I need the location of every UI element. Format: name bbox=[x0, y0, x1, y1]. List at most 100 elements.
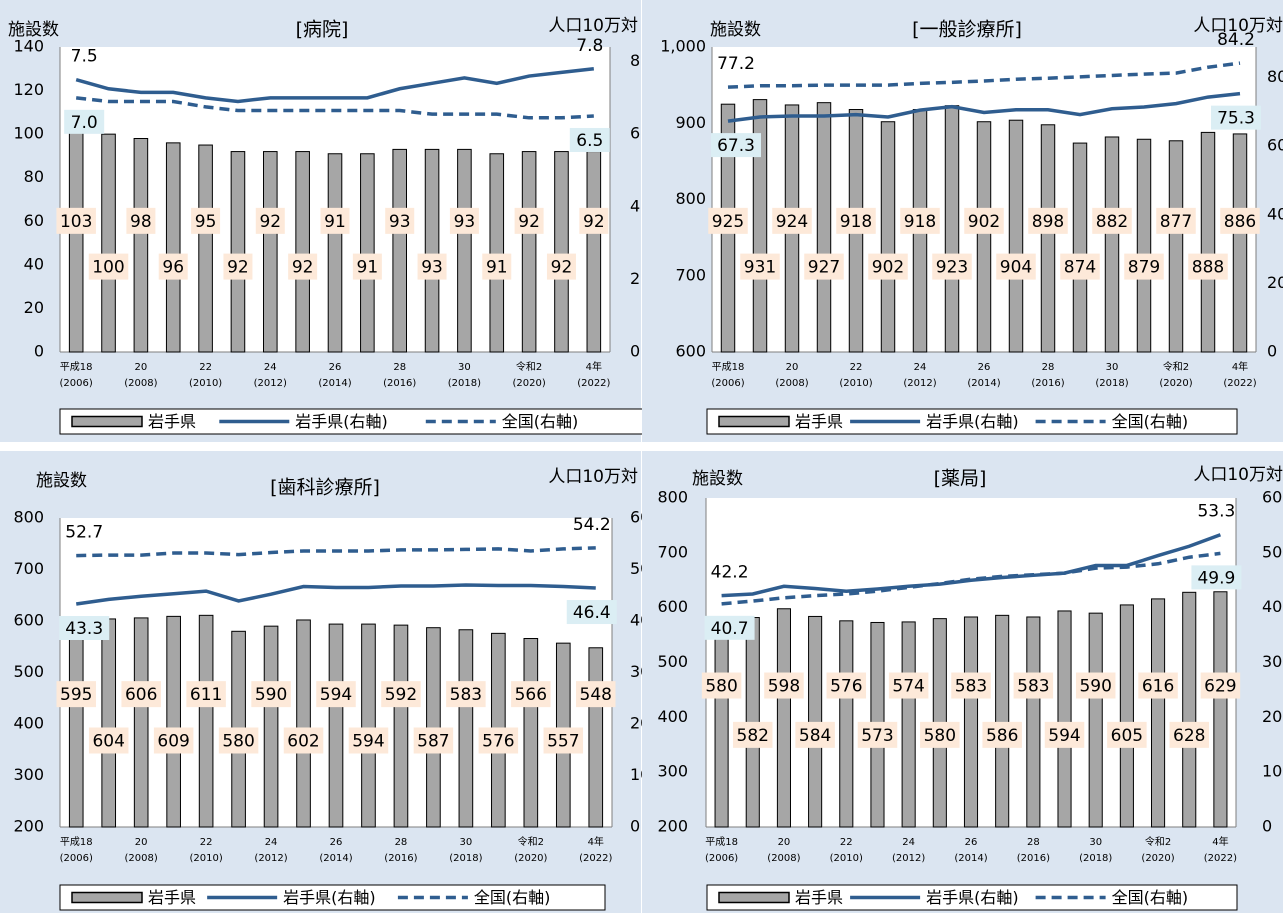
x-tick-label: 平成18 bbox=[705, 836, 738, 848]
x-tick-label: 24 bbox=[265, 837, 278, 848]
x-tick-label: 30 bbox=[460, 837, 473, 848]
left-tick-label: 800 bbox=[675, 189, 706, 208]
x-tick-label: 平成18 bbox=[712, 361, 745, 373]
bar-label-box bbox=[764, 672, 804, 699]
legend-label-bars: 岩手県 bbox=[795, 412, 843, 431]
bar bbox=[263, 625, 279, 828]
bar bbox=[523, 638, 539, 828]
x-tick-label-year: (2016) bbox=[1031, 378, 1064, 389]
bar-value-label: 902 bbox=[968, 212, 1000, 232]
bar bbox=[165, 142, 181, 353]
bar-value-label: 616 bbox=[1142, 677, 1174, 697]
bar-value-label: 100 bbox=[92, 258, 124, 278]
bar-value-label: 92 bbox=[583, 212, 605, 232]
bar-value-label: 879 bbox=[1128, 258, 1160, 278]
left-tick-label: 500 bbox=[13, 662, 44, 681]
bar bbox=[521, 151, 537, 353]
bar-value-label: 923 bbox=[936, 258, 968, 278]
x-tick-label-year: (2022) bbox=[579, 853, 612, 864]
x-tick-label-year: (2006) bbox=[60, 378, 93, 389]
bar bbox=[1213, 591, 1228, 828]
bar bbox=[1119, 604, 1134, 828]
x-tick-label: 28 bbox=[393, 362, 406, 373]
bar-value-label: 882 bbox=[1096, 212, 1128, 232]
bar-label-box bbox=[381, 681, 421, 708]
bar-value-label: 92 bbox=[259, 212, 281, 232]
x-tick-label: 令和2 bbox=[516, 360, 542, 373]
line-callout-label: 54.2 bbox=[573, 515, 611, 535]
x-tick-label-year: (2016) bbox=[383, 378, 416, 389]
bar-value-label: 580 bbox=[924, 726, 956, 746]
bar-label-box bbox=[1156, 207, 1196, 234]
line-callout-label: 42.2 bbox=[711, 563, 749, 583]
callout-box bbox=[64, 109, 105, 134]
bar bbox=[101, 133, 116, 353]
line-callout-label: 7.8 bbox=[576, 36, 603, 56]
bar bbox=[230, 151, 246, 353]
x-tick-label: 平成18 bbox=[60, 836, 93, 848]
line-callout-label: 7.0 bbox=[71, 113, 98, 133]
bar-value-label: 605 bbox=[1111, 726, 1143, 746]
bar-value-label: 918 bbox=[840, 212, 872, 232]
x-tick-label: 24 bbox=[902, 837, 915, 848]
bar-value-label: 877 bbox=[1160, 212, 1192, 232]
right-tick-label: 0 bbox=[630, 342, 640, 361]
x-tick-label-year: (2014) bbox=[319, 853, 352, 864]
left-tick-label: 300 bbox=[657, 762, 688, 781]
bar bbox=[1136, 138, 1152, 353]
bar-value-label: 606 bbox=[125, 685, 157, 705]
bar-value-label: 590 bbox=[1079, 677, 1111, 697]
x-tick-label: 28 bbox=[1027, 837, 1040, 848]
bar bbox=[393, 624, 409, 828]
right-tick-label: 0 bbox=[1262, 817, 1272, 836]
left-tick-label: 200 bbox=[657, 817, 688, 836]
bar bbox=[360, 153, 375, 353]
bar bbox=[133, 617, 149, 828]
right-tick-label: 40 bbox=[1262, 597, 1282, 616]
bar-value-label: 580 bbox=[705, 677, 737, 697]
bar bbox=[166, 615, 181, 828]
bar bbox=[296, 619, 311, 828]
bar-label-box bbox=[546, 253, 576, 280]
legend-label-iwate: 岩手県(右軸) bbox=[926, 888, 1019, 907]
bar-value-label: 592 bbox=[385, 685, 417, 705]
left-tick-label: 40 bbox=[24, 254, 44, 273]
x-tick-label-year: (2006) bbox=[705, 853, 738, 864]
bar-label-box bbox=[413, 727, 454, 754]
line-iwate bbox=[75, 67, 595, 104]
bar bbox=[839, 620, 854, 828]
line-callout-label: 43.3 bbox=[65, 619, 103, 639]
bar-label-box bbox=[543, 727, 584, 754]
bar-value-label: 92 bbox=[518, 212, 540, 232]
bar bbox=[1088, 612, 1103, 828]
bar-value-label: 92 bbox=[227, 258, 249, 278]
bar-value-label: 604 bbox=[92, 731, 124, 751]
x-tick-label: 24 bbox=[264, 362, 277, 373]
line-iwate bbox=[727, 91, 1241, 123]
bar-label-box bbox=[56, 207, 96, 234]
line-callout-label: 40.7 bbox=[711, 619, 749, 639]
bar-value-label: 583 bbox=[955, 677, 987, 697]
bar-label-box bbox=[158, 253, 188, 280]
chart-title: [薬局] bbox=[934, 468, 987, 490]
bar-value-label: 888 bbox=[1192, 258, 1224, 278]
callout-box bbox=[569, 127, 610, 152]
x-tick-label-year: (2020) bbox=[1159, 378, 1192, 389]
right-tick-label: 2 bbox=[630, 269, 640, 288]
bar-label-box bbox=[126, 207, 156, 234]
x-tick-label: 20 bbox=[135, 837, 148, 848]
chart-panel-1: 施設数 [病院] 人口10万対020406080100120140024681031… bbox=[0, 0, 651, 442]
bar-label-box bbox=[88, 727, 129, 754]
x-tick-label-year: (2008) bbox=[775, 378, 808, 389]
x-tick-label-year: (2006) bbox=[60, 853, 93, 864]
x-tick-label: 30 bbox=[458, 362, 471, 373]
bar-label-box bbox=[482, 253, 512, 280]
bar-value-label: 898 bbox=[1032, 212, 1064, 232]
x-tick-label-year: (2022) bbox=[1204, 853, 1237, 864]
callout-box bbox=[59, 616, 110, 641]
callout-box bbox=[1191, 565, 1242, 590]
line-iwate bbox=[721, 533, 1222, 598]
bar bbox=[1104, 136, 1120, 353]
bar-label-box bbox=[251, 681, 291, 708]
